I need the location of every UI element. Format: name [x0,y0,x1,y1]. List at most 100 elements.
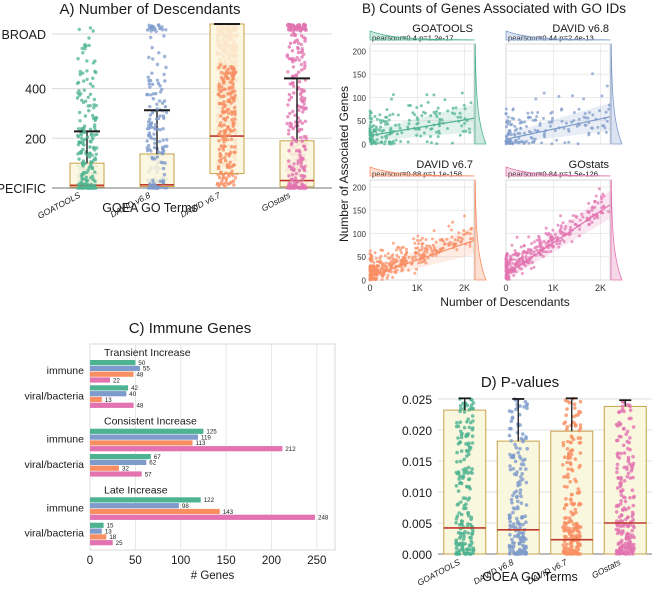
scatter-point [526,247,530,251]
scatter-point [471,237,475,240]
strip-point [88,82,93,86]
scatter-point [535,115,539,118]
strip-point [218,130,223,134]
scatter-point [385,108,389,112]
strip-point [458,420,463,424]
strip-point [471,419,475,423]
panel-c-bar-value: 40 [129,391,136,398]
scatter-point [383,140,387,143]
strip-point [615,466,619,471]
strip-point [82,88,87,92]
strip-points-goatools [454,397,476,556]
strip-point [219,144,223,148]
strip-point [151,57,155,61]
scatter-point [538,239,542,243]
panel-d-ytick: 0.025 [402,393,432,407]
scatter-point [604,130,608,134]
panel-a-plot: SPECIFIC200400BROADGOATOOLSDAVID v6.8DAV… [0,22,332,221]
scatter-point [530,111,534,115]
strip-point [80,98,84,103]
strip-point [507,552,512,556]
strip-point [509,439,513,443]
scatter-point [536,111,540,114]
scatter-point [553,232,557,236]
scatter-point [551,245,555,249]
scatter-point [504,112,508,116]
strip-point [292,91,296,95]
strip-point [223,144,227,149]
strip-point [285,54,289,59]
strip-point [509,455,514,459]
strip-point [462,531,466,536]
strip-point [291,81,295,85]
strip-point [145,93,149,97]
scatter-point [559,226,563,230]
strip-point [621,508,625,512]
strip-point [623,496,627,500]
panel-b-pearson-annotation: pearsonr=0.88 p=1.1e-158 [372,170,462,179]
strip-point [87,109,91,113]
strip-point [88,151,92,155]
strip-point [517,534,521,539]
panel-b-ytick: 150 [353,71,367,80]
strip-point [300,139,304,143]
scatter-point [538,236,541,240]
strip-point [148,104,152,109]
scatter-point [434,253,438,257]
panel-c-immune-genes: C) Immune Genes 0 50 100 150 200 250 # Genes Tr… [0,318,345,590]
strip-point [561,440,566,445]
scatter-point [432,93,436,97]
scatter-point [577,117,581,121]
scatter-point [389,260,393,264]
scatter-point [510,265,513,269]
strip-point [471,426,475,430]
strip-point [571,522,576,526]
strip-point [300,184,305,189]
strip-point [459,519,464,523]
scatter-point [429,135,432,138]
strip-point [515,505,520,509]
strip-point [578,552,582,556]
scatter-point [379,140,383,144]
strip-point [233,89,237,93]
strip-point [92,106,96,110]
scatter-point [563,141,567,145]
panel-c-bar [90,446,283,452]
strip-point [564,413,568,417]
marginal-kde-right [474,179,487,281]
scatter-point [406,140,410,144]
strip-point [471,529,475,533]
panel-c-bar-value: 22 [113,377,120,384]
strip-point [165,144,169,148]
strip-point [300,49,304,53]
scatter-point [377,128,381,132]
strip-point [469,403,474,407]
strip-point [300,177,305,181]
strip-point [222,65,226,70]
scatter-point [582,115,586,119]
strip-point [617,541,621,545]
scatter-point [461,129,465,133]
strip-point [455,471,460,476]
scatter-point [570,240,574,244]
scatter-point [524,139,528,143]
scatter-point [368,123,372,127]
strip-point [217,147,221,151]
strip-point [519,462,524,467]
panel-b-xlabel: Number of Descendants [440,295,569,309]
scatter-point [587,131,591,135]
strip-point [78,119,82,123]
scatter-point [417,248,421,252]
scatter-point [415,133,419,137]
scatter-point [404,253,408,257]
panel-b-xtick: 0 [367,283,372,293]
panel-c-xlabel: # Genes [191,570,235,582]
strip-point [83,44,87,48]
scatter-point [576,142,580,146]
strip-point [454,538,458,542]
strip-point [302,102,306,106]
panel-c-bar-value: 50 [138,360,145,367]
strip-point [303,60,307,65]
strip-point [454,546,459,551]
strip-point [562,455,567,459]
